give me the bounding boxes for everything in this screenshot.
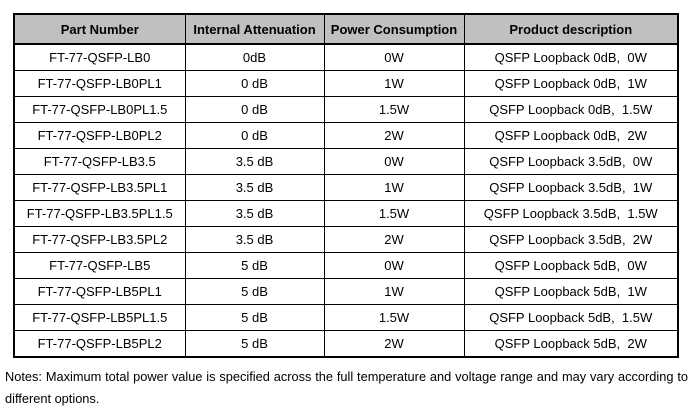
table-row: FT-77-QSFP-LB3.5PL1.5 3.5 dB 1.5W QSFP Loop… [13, 200, 679, 227]
cell-product-description: QSFP Loopback 0dB, 2W [463, 122, 679, 149]
table-row: FT-77-QSFP-LB5PL1 5 dB 1W QSFP Loopback 5dB… [13, 278, 679, 305]
cell-power-consumption: 1W [323, 70, 465, 97]
col-header-power-consumption: Power Consumption [323, 13, 465, 45]
notes-text: Notes: Maximum total power value is spec… [5, 369, 688, 406]
cell-power-consumption: 2W [323, 226, 465, 253]
cell-product-description: QSFP Loopback 3.5dB, 1W [463, 174, 679, 201]
cell-power-consumption: 2W [323, 122, 465, 149]
cell-product-description: QSFP Loopback 5dB, 1.5W [463, 304, 679, 331]
cell-power-consumption: 2W [323, 330, 465, 358]
table-row: FT-77-QSFP-LB3.5 3.5 dB 0W QSFP Loopback 3.… [13, 148, 679, 175]
cell-part-number: FT-77-QSFP-LB0PL1 [13, 70, 186, 97]
cell-product-description: QSFP Loopback 3.5dB, 0W [463, 148, 679, 175]
table-row: FT-77-QSFP-LB5 5 dB 0W QSFP Loopback 5dB, 0… [13, 252, 679, 279]
cell-power-consumption: 1W [323, 278, 465, 305]
cell-product-description: QSFP Loopback 0dB, 0W [463, 43, 679, 71]
cell-product-description: QSFP Loopback 0dB, 1.5W [463, 96, 679, 123]
cell-internal-attenuation: 3.5 dB [184, 226, 325, 253]
table-row: FT-77-QSFP-LB5PL2 5 dB 2W QSFP Loopback 5dB… [13, 330, 679, 358]
cell-product-description: QSFP Loopback 0dB, 1W [463, 70, 679, 97]
cell-part-number: FT-77-QSFP-LB3.5PL1 [13, 174, 186, 201]
cell-power-consumption: 1.5W [323, 304, 465, 331]
cell-product-description: QSFP Loopback 3.5dB, 2W [463, 226, 679, 253]
table-row: FT-77-QSFP-LB0PL1.5 0 dB 1.5W QSFP Loopback… [13, 96, 679, 123]
cell-product-description: QSFP Loopback 3.5dB, 1.5W [463, 200, 679, 227]
cell-internal-attenuation: 0 dB [184, 122, 325, 149]
cell-power-consumption: 1.5W [323, 96, 465, 123]
col-header-internal-attenuation: Internal Attenuation [184, 13, 325, 45]
table-row: FT-77-QSFP-LB5PL1.5 5 dB 1.5W QSFP Loopback… [13, 304, 679, 331]
cell-part-number: FT-77-QSFP-LB5PL1 [13, 278, 186, 305]
cell-product-description: QSFP Loopback 5dB, 2W [463, 330, 679, 358]
cell-part-number: FT-77-QSFP-LB0 [13, 43, 186, 71]
cell-part-number: FT-77-QSFP-LB0PL2 [13, 122, 186, 149]
cell-power-consumption: 0W [323, 43, 465, 71]
cell-internal-attenuation: 0dB [184, 43, 325, 71]
cell-product-description: QSFP Loopback 5dB, 1W [463, 278, 679, 305]
cell-part-number: FT-77-QSFP-LB5 [13, 252, 186, 279]
cell-part-number: FT-77-QSFP-LB0PL1.5 [13, 96, 186, 123]
cell-part-number: FT-77-QSFP-LB3.5 [13, 148, 186, 175]
cell-internal-attenuation: 3.5 dB [184, 174, 325, 201]
cell-internal-attenuation: 5 dB [184, 278, 325, 305]
col-header-product-description: Product description [463, 13, 679, 45]
cell-power-consumption: 1.5W [323, 200, 465, 227]
cell-product-description: QSFP Loopback 5dB, 0W [463, 252, 679, 279]
cell-part-number: FT-77-QSFP-LB5PL2 [13, 330, 186, 358]
table-row: FT-77-QSFP-LB3.5PL1 3.5 dB 1W QSFP Loopback… [13, 174, 679, 201]
cell-internal-attenuation: 0 dB [184, 70, 325, 97]
table-row: FT-77-QSFP-LB3.5PL2 3.5 dB 2W QSFP Loopback… [13, 226, 679, 253]
cell-power-consumption: 0W [323, 252, 465, 279]
cell-power-consumption: 1W [323, 174, 465, 201]
cell-power-consumption: 0W [323, 148, 465, 175]
col-header-part-number: Part Number [13, 13, 186, 45]
cell-internal-attenuation: 5 dB [184, 330, 325, 358]
cell-part-number: FT-77-QSFP-LB3.5PL1.5 [13, 200, 186, 227]
table-row: FT-77-QSFP-LB0 0dB 0W QSFP Loopback 0dB, 0W [13, 43, 679, 71]
table-row: FT-77-QSFP-LB0PL2 0 dB 2W QSFP Loopback 0dB… [13, 122, 679, 149]
cell-internal-attenuation: 0 dB [184, 96, 325, 123]
table-header-row: Part Number Internal Attenuation Power C… [13, 13, 679, 45]
cell-internal-attenuation: 5 dB [184, 252, 325, 279]
cell-internal-attenuation: 3.5 dB [184, 148, 325, 175]
cell-part-number: FT-77-QSFP-LB3.5PL2 [13, 226, 186, 253]
cell-internal-attenuation: 5 dB [184, 304, 325, 331]
cell-internal-attenuation: 3.5 dB [184, 200, 325, 227]
table-row: FT-77-QSFP-LB0PL1 0 dB 1W QSFP Loopback 0dB… [13, 70, 679, 97]
cell-part-number: FT-77-QSFP-LB5PL1.5 [13, 304, 186, 331]
product-table: Part Number Internal Attenuation Power C… [13, 13, 679, 358]
